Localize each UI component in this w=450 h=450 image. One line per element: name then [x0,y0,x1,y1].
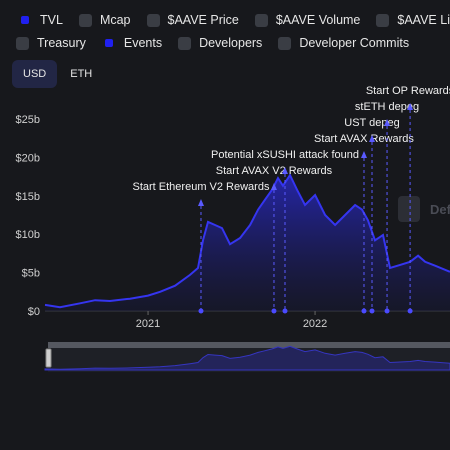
y-tick-label: $15b [16,191,40,203]
toggle[interactable]: $AAVE Volume [251,11,365,29]
event-label: Potential xSUSHI attack found [211,149,359,161]
checkbox[interactable] [376,13,390,27]
currency-tabs: USD ETH [12,60,103,88]
toggle[interactable]: Mcap [75,11,135,29]
event-arrow [384,119,391,126]
toggle-label: $AAVE Price [167,13,239,27]
event-dot [271,308,277,314]
y-tick-label: $20b [16,152,40,164]
event-arrow [360,151,367,158]
event-label: UST depeg [344,117,399,129]
y-tick-label: $10b [16,229,40,241]
area-fill [45,175,450,311]
checkbox[interactable] [146,13,160,27]
event-label: stETH depeg [355,101,419,113]
checkbox[interactable] [16,36,29,50]
toggle[interactable]: $AAVE Liquidity [372,11,450,29]
toggle-label: TVL [40,13,63,27]
currency-tab[interactable]: USD [12,60,58,88]
checkbox[interactable] [104,39,113,47]
toggle-label: Mcap [99,13,131,27]
event-arrow [270,183,277,190]
event-arrow [407,103,414,110]
currency-tab[interactable]: ETH [70,68,93,80]
x-tick-label: 2022 [303,318,327,330]
event-arrow [281,167,288,174]
toggle-row: TVL Mcap $AAVE Price $AAVE Volume $AAVE Liqu… [14,11,450,29]
toggle[interactable]: $AAVE Price [143,11,243,29]
checkbox[interactable] [278,36,292,50]
checkbox[interactable] [21,16,29,24]
toggle-label: $AAVE Volume [275,13,361,27]
checkbox[interactable] [78,13,92,27]
event-dot [407,308,413,314]
toggle-row: Treasury Events Developers Developer Commit… [12,34,413,52]
toggle[interactable]: Developer Commits [274,34,413,52]
x-tick-label: 2021 [136,318,160,330]
event-label: Start AVAX V2 Rewards [216,165,333,177]
event-label: Start AVAX Rewards [314,133,414,145]
event-label: Start OP Rewards [366,85,450,97]
y-tick-label: $5b [22,268,40,280]
event-dot [384,308,390,314]
toggle-label: Developer Commits [299,36,410,50]
y-tick-label: $25b [16,114,40,126]
toggle-label: Events [123,36,163,50]
watermark-logo [398,196,420,222]
brush-preview [44,345,450,371]
event-arrow [197,199,204,206]
event-arrow [369,135,376,142]
event-dot [198,308,204,314]
y-tick-label: $0 [28,306,40,318]
event-dot [361,308,367,314]
toggle-label: Treasury [37,36,86,50]
brush-handle[interactable] [45,348,52,368]
area-line [44,173,450,309]
event-dot [369,308,375,314]
brush-bar[interactable] [48,342,450,348]
checkbox[interactable] [254,13,268,27]
watermark: DefiLlama [430,202,450,217]
toggle[interactable]: TVL [14,11,67,29]
toggle-label: Developers [199,36,263,50]
event-dot [282,308,288,314]
toggle[interactable]: Treasury [12,34,90,52]
toggle-label: $AAVE Liquidity [397,13,450,27]
event-label: Start Ethereum V2 Rewards [133,181,270,193]
toggle[interactable]: Events [98,34,166,52]
checkbox[interactable] [178,36,192,50]
toggle[interactable]: Developers [174,34,266,52]
